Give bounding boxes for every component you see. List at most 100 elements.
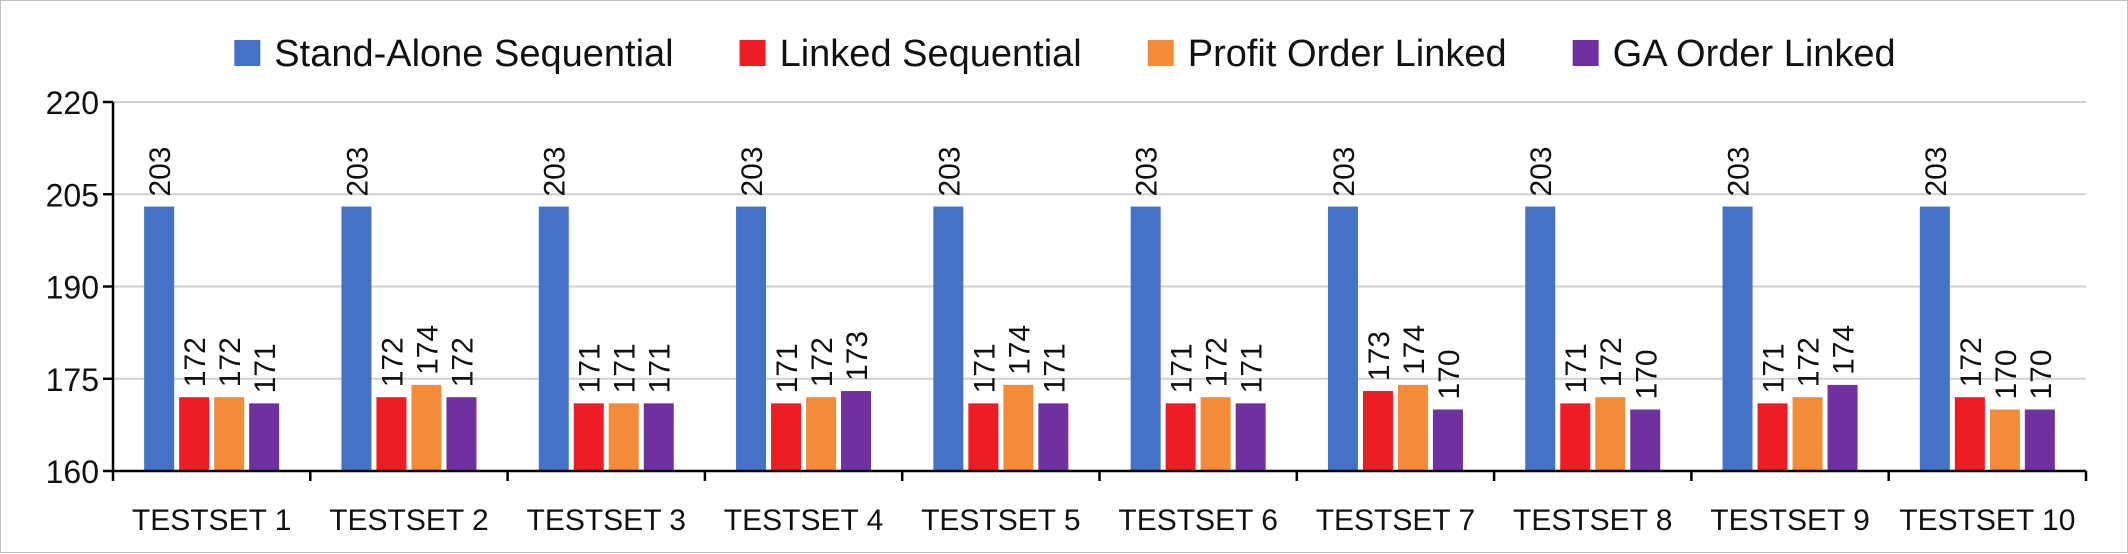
data-label: 172 [376,337,409,387]
x-tick-label: TESTSET 2 [329,504,489,537]
legend-label: Stand-Alone Sequential [274,33,673,75]
data-label: 174 [411,325,444,375]
bar [1630,409,1661,471]
bar [179,397,210,471]
bar [1954,397,1985,471]
bar [1200,397,1231,471]
data-label: 173 [841,331,874,381]
x-tick-label: TESTSET 7 [1316,504,1476,537]
bar [933,206,964,472]
y-tick-label: 160 [46,454,99,490]
bar [1827,384,1858,471]
bar [1165,403,1196,471]
data-label: 171 [1166,343,1199,393]
bar [1130,206,1161,472]
x-tick-label: TESTSET 4 [724,504,884,537]
bar [1560,403,1591,471]
legend-item: Stand-Alone Sequential [234,33,674,75]
legend-swatch [739,40,766,66]
data-label: 172 [1595,337,1628,387]
data-label: 172 [179,337,212,387]
data-label: 203 [933,146,966,196]
data-label: 203 [1131,146,1164,196]
bar [573,403,604,471]
bar [1722,206,1753,472]
bar [1038,403,1069,471]
data-label: 174 [1398,325,1431,375]
bar [376,397,407,471]
data-label: 172 [1793,337,1826,387]
data-label: 172 [806,337,839,387]
bar [249,403,280,471]
bar [1792,397,1823,471]
bar [1525,206,1556,472]
x-tick-label: TESTSET 8 [1513,504,1673,537]
y-tick-label: 205 [46,177,99,213]
bar [1003,384,1034,471]
x-tick-label: TESTSET 9 [1710,504,1870,537]
legend-label: Linked Sequential [780,33,1082,75]
bar [608,403,639,471]
legend-item: Linked Sequential [739,33,1082,75]
legend-label: Profit Order Linked [1188,33,1507,75]
bar [1595,397,1626,471]
bar [1757,403,1788,471]
y-tick-label: 220 [46,85,99,121]
data-label: 172 [446,337,479,387]
x-tick-label: TESTSET 5 [921,504,1081,537]
bar [341,206,372,472]
y-tick-label: 190 [46,270,99,306]
data-label: 173 [1363,331,1396,381]
bar [1989,409,2020,471]
data-label: 170 [1990,349,2023,399]
data-label: 172 [214,337,247,387]
bar [806,397,837,471]
legend-swatch [1572,40,1599,66]
x-tick-label: TESTSET 3 [527,504,687,537]
legend-item: GA Order Linked [1572,33,1896,75]
data-label: 203 [539,146,572,196]
data-label: 203 [144,146,177,196]
data-label: 171 [609,343,642,393]
bar [538,206,569,472]
data-label: 171 [1038,343,1071,393]
data-label: 174 [1828,325,1861,375]
legend: Stand-Alone Sequential Linked Sequential P… [234,33,1896,75]
bar [968,403,999,471]
bar [1362,391,1393,471]
data-label: 203 [1328,146,1361,196]
legend-label: GA Order Linked [1613,33,1896,75]
bar [643,403,674,471]
data-label: 171 [1560,343,1593,393]
bar [1235,403,1266,471]
gridlines [113,101,2086,380]
data-label: 171 [249,343,282,393]
x-tick-label: TESTSET 10 [1899,504,2075,537]
bar [411,384,442,471]
data-label: 174 [1003,325,1036,375]
data-label: 171 [968,343,1001,393]
data-label: 172 [1955,337,1988,387]
data-label: 171 [574,343,607,393]
data-label: 203 [1525,146,1558,196]
y-axis: 220 205 190 175 160 [46,85,115,490]
y-tick-label: 175 [46,362,99,398]
data-label: 172 [1201,337,1234,387]
bar [1397,384,1428,471]
data-label: 171 [644,343,677,393]
x-tick-label: TESTSET 1 [132,504,292,537]
bar [1327,206,1358,472]
bar [841,391,872,471]
bar [144,206,175,472]
bar [736,206,767,472]
data-label: 203 [1723,146,1756,196]
bar [446,397,477,471]
data-label: 203 [341,146,374,196]
data-label: 203 [736,146,769,196]
data-label: 170 [1433,349,1466,399]
bar [1432,409,1463,471]
legend-item: Profit Order Linked [1147,33,1507,75]
